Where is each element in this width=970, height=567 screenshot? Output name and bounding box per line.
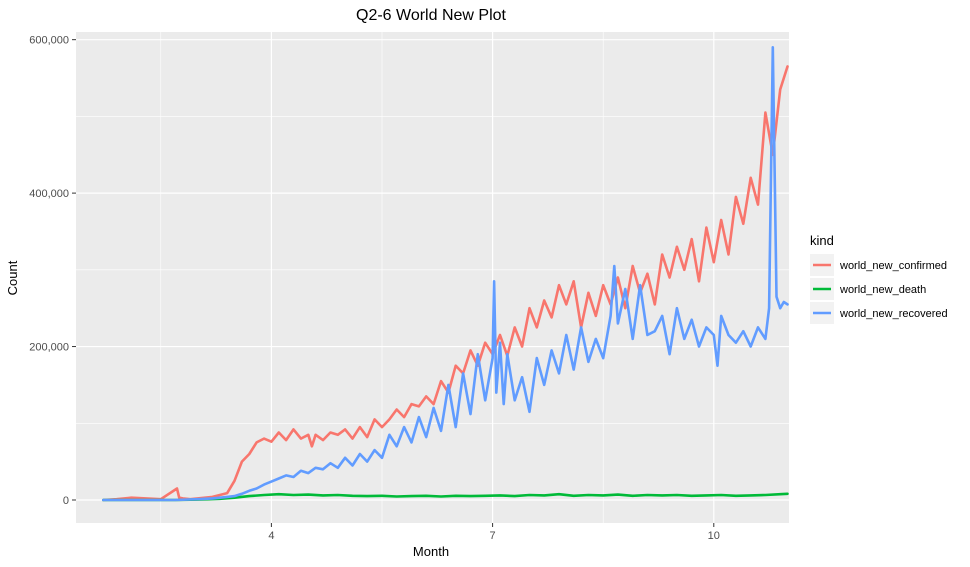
legend-items: world_new_confirmed world_new_death world_… [810,254,948,324]
legend: kind world_new_confirmedworld_new_deathw… [810,233,948,324]
y-axis-title: Count [5,260,20,295]
x-tick-label: 10 [708,530,720,542]
x-tick-label: 7 [490,530,496,542]
y-tick-label: 200,000 [29,342,69,354]
series-line-world_new_death [102,492,789,502]
x-axis-title: Month [413,544,449,559]
legend-label-world_new_confirmed: world_new_confirmed [839,260,947,272]
y-tick-label: 600,000 [29,35,69,47]
plot-panel [76,32,789,523]
legend-label-world_new_death: world_new_death [839,284,926,296]
series-layer [102,45,789,502]
series-line-world_new_recovered [102,45,789,502]
legend-title: kind [810,233,834,248]
y-tick-label: 400,000 [29,188,69,200]
chart-title: Q2-6 World New Plot [356,7,507,24]
grid-minor [76,32,789,523]
x-axis-ticks: 4 7 10 [268,523,720,542]
legend-label-world_new_recovered: world_new_recovered [839,308,948,320]
x-tick-label: 4 [268,530,274,542]
y-tick-label: 0 [63,495,69,507]
y-axis-ticks: 0 200,000 400,000 600,000 [29,35,76,507]
